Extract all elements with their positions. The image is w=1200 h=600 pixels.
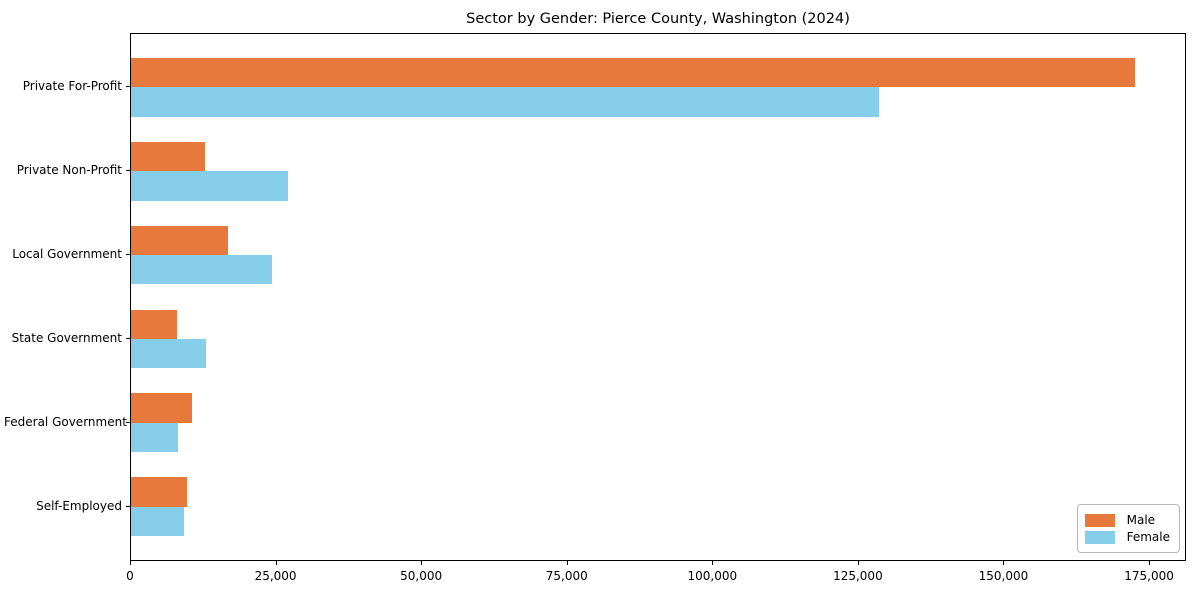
ytick-mark: [126, 254, 130, 256]
xtick-mark: [275, 561, 277, 565]
bar-male-state-government: [131, 309, 177, 339]
bar-female-private-for-profit: [131, 87, 879, 117]
xtick-mark: [712, 561, 714, 565]
ytick-mark: [126, 505, 130, 507]
xtick-mark: [857, 561, 859, 565]
ytick-label-local-government: Local Government: [12, 247, 122, 262]
xtick-mark: [566, 561, 568, 565]
bar-female-self-employed: [131, 506, 184, 537]
legend-swatch-male: [1084, 513, 1115, 527]
xtick-mark: [1149, 561, 1151, 565]
legend-item-male: Male: [1084, 513, 1170, 527]
ytick-mark: [126, 170, 130, 172]
legend-label-male: Male: [1126, 513, 1156, 527]
bar-female-local-government: [131, 255, 272, 285]
ytick-label-self-employed: Self-Employed: [36, 498, 122, 513]
bar-male-federal-government: [131, 393, 193, 423]
bar-male-self-employed: [131, 477, 187, 507]
xtick-label-25000: 25,000: [254, 569, 297, 583]
xtick-label-0: 0: [126, 569, 134, 583]
ytick-label-private-for-profit: Private For-Profit: [22, 79, 122, 94]
chart-title: Sector by Gender: Pierce County, Washing…: [466, 11, 850, 27]
bar-female-state-government: [131, 338, 207, 369]
ytick-mark: [126, 337, 130, 339]
ytick-label-private-non-profit: Private Non-Profit: [16, 163, 122, 178]
xtick-label-50000: 50,000: [400, 569, 443, 583]
ytick-label-federal-government: Federal Government: [4, 414, 127, 429]
bar-female-federal-government: [131, 422, 179, 453]
bar-female-private-non-profit: [131, 171, 289, 201]
bar-male-private-for-profit: [131, 57, 1135, 88]
ytick-label-state-government: State Government: [11, 330, 122, 345]
ytick-mark: [126, 421, 130, 423]
bar-male-local-government: [131, 225, 228, 256]
xtick-label-175000: 175,000: [1124, 569, 1174, 583]
chart-legend: Male Female: [1076, 504, 1180, 553]
ytick-mark: [126, 86, 130, 88]
xtick-mark: [1003, 561, 1005, 565]
legend-item-female: Female: [1084, 530, 1170, 544]
xtick-mark: [130, 561, 131, 565]
xtick-label-125000: 125,000: [833, 569, 883, 583]
legend-label-female: Female: [1126, 530, 1170, 544]
bar-male-private-non-profit: [131, 141, 205, 172]
xtick-label-100000: 100,000: [687, 569, 738, 583]
xtick-mark: [421, 561, 423, 565]
plot-area: Male Female: [130, 33, 1186, 561]
xtick-label-75000: 75,000: [545, 569, 588, 583]
legend-swatch-female: [1084, 530, 1115, 544]
xtick-label-150000: 150,000: [978, 569, 1029, 583]
